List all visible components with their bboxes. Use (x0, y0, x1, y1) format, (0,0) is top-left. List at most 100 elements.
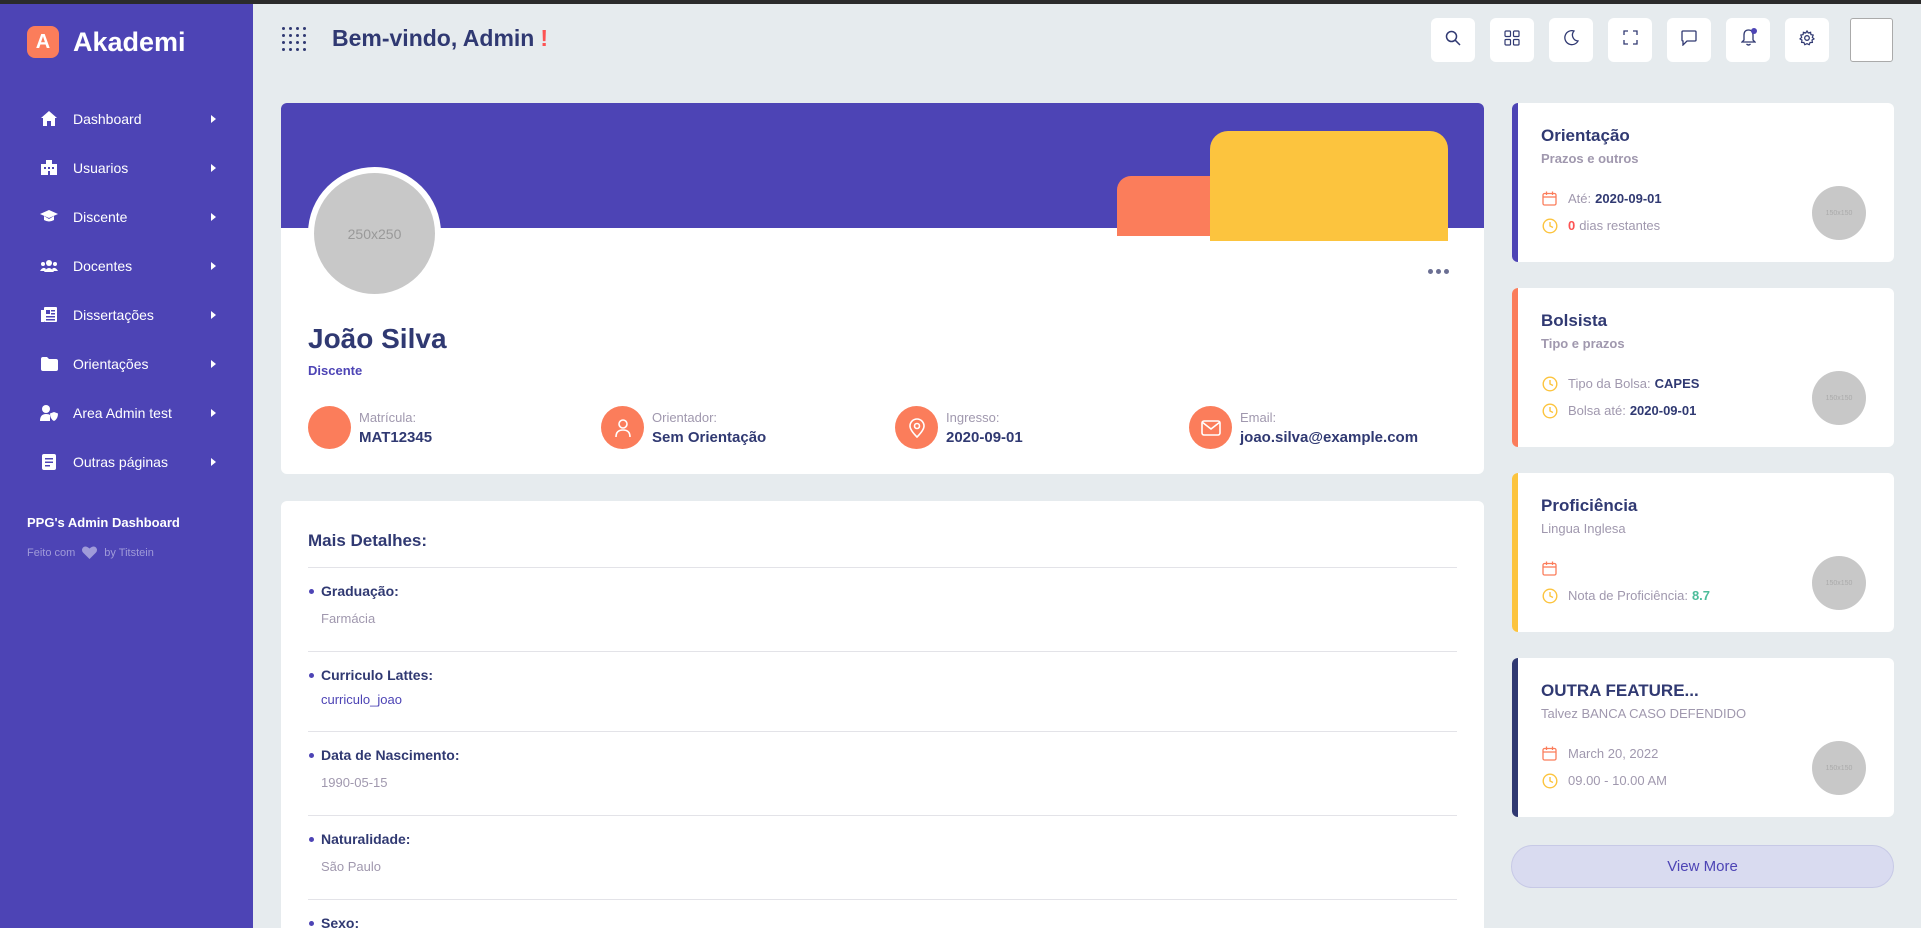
sidebar-item-area-admin-test[interactable]: Area Admin test (40, 388, 216, 437)
card-subtitle: Lingua Inglesa (1541, 521, 1626, 536)
info-matricula: Matrícula: MAT12345 (308, 406, 432, 449)
caret-right-icon (211, 457, 216, 466)
sidebar-item-label: Usuarios (73, 159, 129, 176)
info-label: Matrícula: (359, 409, 417, 425)
clock-icon (1541, 772, 1558, 789)
card-row: Nota de Proficiência: 8.7 (1541, 587, 1710, 604)
messages-button[interactable] (1667, 18, 1711, 62)
detail-label: Curriculo Lattes: (308, 667, 434, 683)
profile-role: Discente (308, 363, 363, 378)
credit-prefix: Feito com (27, 546, 76, 559)
detail-label: Graduação: (309, 583, 399, 599)
settings-button[interactable] (1785, 18, 1829, 62)
sidebar-item-outras-paginas[interactable]: Outras páginas (40, 437, 216, 486)
detail-value: São Paulo (321, 859, 381, 874)
card-row: Tipo da Bolsa: CAPES (1541, 375, 1699, 392)
clock-icon (1541, 375, 1558, 392)
card-orientacao[interactable]: Orientação Prazos e outros Até: 2020-09-0… (1512, 103, 1894, 262)
card-row: 0 dias restantes (1541, 217, 1660, 234)
card-title: OUTRA FEATURE... (1541, 681, 1699, 700)
card-row: 09.00 - 10.00 AM (1541, 772, 1667, 789)
card-title: Orientação (1541, 126, 1630, 145)
brand-name: Akademi (73, 26, 186, 57)
detail-curriculo-lattes: Curriculo Lattes: curriculo_joao (308, 651, 1457, 731)
apps-grid-button[interactable] (1490, 18, 1534, 62)
sidebar-item-dashboard[interactable]: Dashboard (40, 94, 216, 143)
page-title: Bem-vindo, Admin! (332, 25, 548, 52)
welcome-exclamation: ! (540, 25, 549, 51)
details-card: Mais Detalhes: Graduação: Farmácia Curri… (281, 501, 1484, 928)
card-accent (1512, 288, 1518, 447)
search-button[interactable] (1431, 18, 1475, 62)
sidebar: A Akademi Dashboard Usuarios Discente (0, 4, 253, 928)
caret-right-icon (211, 163, 216, 172)
caret-right-icon (211, 261, 216, 270)
more-options-icon[interactable] (1428, 269, 1449, 274)
top-window-border (0, 0, 1921, 4)
detail-naturalidade: Naturalidade: São Paulo (308, 815, 1457, 899)
info-label: Ingresso: (946, 409, 1000, 425)
graduation-cap-icon (40, 208, 58, 226)
card-subtitle: Prazos e outros (1541, 151, 1639, 166)
card-thumbnail: 150x150 (1812, 371, 1866, 425)
detail-label: Naturalidade: (308, 831, 411, 847)
map-pin-icon (895, 406, 938, 449)
sidebar-item-docentes[interactable]: Docentes (40, 241, 216, 290)
users-icon (40, 257, 58, 275)
info-orientador: Orientador: Sem Orientação (601, 406, 766, 449)
fullscreen-button[interactable] (1608, 18, 1652, 62)
card-thumbnail: 150x150 (1812, 741, 1866, 795)
card-accent (1512, 473, 1518, 632)
clock-icon (1541, 587, 1558, 604)
detail-data-nascimento: Data de Nascimento: 1990-05-15 (308, 731, 1457, 815)
user-avatar[interactable] (1850, 18, 1893, 62)
bell-icon (1739, 29, 1757, 51)
mail-icon (1189, 406, 1232, 449)
info-label: Orientador: (652, 409, 718, 425)
clock-icon (1541, 217, 1558, 234)
info-value: 2020-09-01 (946, 428, 1023, 446)
building-icon (40, 159, 58, 177)
card-proficiencia[interactable]: Proficiência Lingua Inglesa Nota de Prof… (1512, 473, 1894, 632)
gear-icon (1799, 29, 1815, 51)
profile-card: 250x250 João Silva Discente Matrícula: M… (281, 103, 1484, 474)
heart-icon (82, 546, 98, 559)
sidebar-item-label: Docentes (73, 257, 133, 274)
profile-name: João Silva (308, 323, 447, 354)
sidebar-item-discente[interactable]: Discente (40, 192, 216, 241)
calendar-icon (1541, 745, 1558, 762)
sidebar-item-orientacoes[interactable]: Orientações (40, 339, 216, 388)
info-value: MAT12345 (359, 428, 433, 446)
detail-value: Farmácia (321, 611, 376, 626)
info-label: Email: (1240, 409, 1277, 425)
cover-decoration-yellow (1210, 131, 1448, 241)
dark-mode-button[interactable] (1549, 18, 1593, 62)
card-outra-feature[interactable]: OUTRA FEATURE... Talvez BANCA CASO DEFEN… (1512, 658, 1894, 817)
card-thumbnail: 150x150 (1812, 186, 1866, 240)
sidebar-item-dissertacoes[interactable]: Dissertações (40, 290, 216, 339)
user-shield-icon (40, 404, 58, 422)
sidebar-item-label: Dissertações (73, 306, 154, 323)
user-icon (601, 406, 644, 449)
detail-label: Data de Nascimento: (308, 747, 460, 763)
info-email: Email: joao.silva@example.com (1189, 406, 1418, 449)
card-bolsista[interactable]: Bolsista Tipo e prazos Tipo da Bolsa: CAP… (1512, 288, 1894, 447)
search-icon (1445, 30, 1461, 51)
calendar-icon (1541, 190, 1558, 207)
sidebar-item-usuarios[interactable]: Usuarios (40, 143, 216, 192)
card-title: Bolsista (1541, 311, 1608, 330)
card-row: Até: 2020-09-01 (1541, 190, 1662, 207)
apps-menu-icon[interactable] (282, 27, 308, 53)
curriculo-link[interactable]: curriculo_joao (321, 692, 402, 707)
caret-right-icon (211, 114, 216, 123)
card-accent (1512, 658, 1518, 817)
card-row: March 20, 2022 (1541, 745, 1658, 762)
notifications-button[interactable] (1726, 18, 1770, 62)
view-more-button[interactable]: View More (1511, 845, 1894, 888)
brand[interactable]: A Akademi (27, 26, 186, 58)
sidebar-item-label: Outras páginas (73, 453, 168, 470)
folder-icon (40, 355, 58, 373)
brand-logo: A (27, 26, 59, 58)
detail-value: 1990-05-15 (321, 775, 388, 790)
details-title: Mais Detalhes: (308, 531, 428, 550)
